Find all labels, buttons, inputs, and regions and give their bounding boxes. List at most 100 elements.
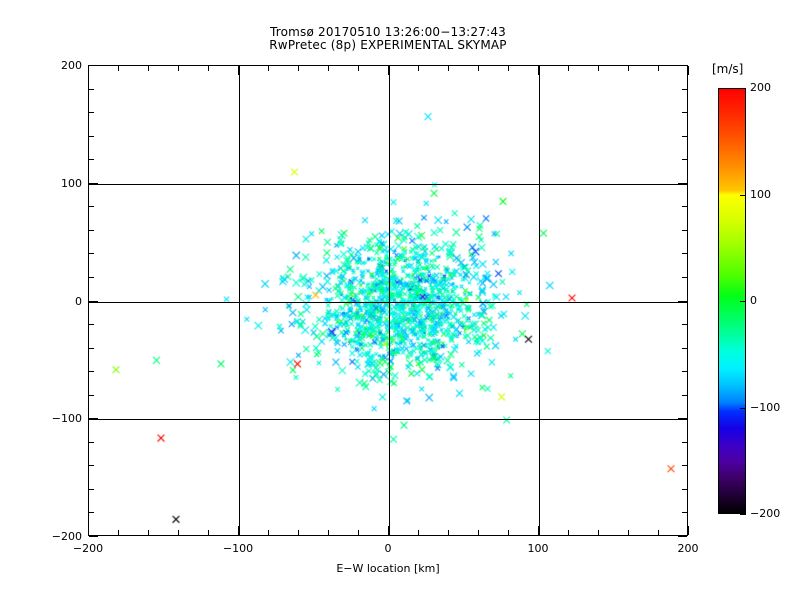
colorbar-label: [m/s]: [712, 62, 744, 76]
scatter-plot-area: [88, 65, 688, 536]
x-tick: [298, 530, 299, 535]
y-tick: [682, 348, 687, 349]
y-tick: [89, 442, 94, 443]
x-tick: [508, 530, 509, 535]
x-tick: [238, 526, 239, 535]
x-tick: [598, 530, 599, 535]
x-tick: [448, 530, 449, 535]
x-tick: [658, 66, 659, 71]
y-tick: [89, 395, 94, 396]
gridline-vertical: [539, 66, 540, 535]
y-tick: [682, 371, 687, 372]
y-tick: [89, 465, 94, 466]
y-tick: [682, 89, 687, 90]
x-tick: [358, 66, 359, 71]
x-tick: [628, 530, 629, 535]
y-tick: [89, 512, 94, 513]
y-tick: [682, 253, 687, 254]
colorbar-tick: [740, 514, 746, 515]
y-tick: [89, 371, 94, 372]
x-tick: [418, 66, 419, 71]
x-tick: [88, 66, 89, 75]
y-tick: [682, 465, 687, 466]
y-tick: [89, 136, 94, 137]
gridline-horizontal: [89, 419, 687, 420]
y-tick-label: 200: [61, 59, 82, 72]
y-tick: [682, 395, 687, 396]
x-tick: [478, 530, 479, 535]
y-tick: [89, 89, 94, 90]
y-tick: [89, 348, 94, 349]
title-line-1: Tromsø 20170510 13:26:00−13:27:43: [269, 25, 506, 39]
y-tick: [89, 301, 98, 302]
y-tick: [682, 136, 687, 137]
y-tick: [678, 183, 687, 184]
x-tick: [358, 530, 359, 535]
x-tick: [568, 530, 569, 535]
gridline-horizontal: [89, 302, 687, 303]
x-tick: [418, 530, 419, 535]
y-tick: [89, 206, 94, 207]
x-tick-label: 0: [384, 542, 392, 555]
colorbar-tick-label: −100: [750, 401, 781, 414]
x-tick: [478, 66, 479, 71]
y-tick: [682, 324, 687, 325]
x-tick: [388, 66, 389, 75]
y-tick: [682, 489, 687, 490]
x-tick: [448, 66, 449, 71]
gridline-vertical: [239, 66, 240, 535]
y-tick: [678, 536, 687, 537]
x-tick: [508, 66, 509, 71]
x-tick-label: −200: [72, 542, 104, 555]
scatter-points-layer: [89, 66, 687, 535]
y-tick: [89, 159, 94, 160]
x-tick: [178, 530, 179, 535]
y-tick: [682, 159, 687, 160]
x-tick: [178, 66, 179, 71]
y-tick: [682, 277, 687, 278]
x-tick: [88, 526, 89, 535]
x-tick-label: 200: [677, 542, 699, 555]
y-tick: [89, 277, 94, 278]
y-tick: [678, 301, 687, 302]
x-tick: [538, 66, 539, 75]
y-tick: [678, 418, 687, 419]
y-tick: [682, 230, 687, 231]
x-tick-label: −100: [222, 542, 254, 555]
y-tick: [682, 112, 687, 113]
x-tick: [268, 66, 269, 71]
colorbar-tick-label: 200: [750, 81, 771, 94]
x-tick: [118, 66, 119, 71]
y-tick: [89, 65, 98, 66]
x-tick: [208, 66, 209, 71]
x-tick: [238, 66, 239, 75]
x-tick: [118, 530, 119, 535]
colorbar-tick: [740, 88, 746, 89]
x-tick: [328, 530, 329, 535]
x-tick: [148, 66, 149, 71]
y-tick: [89, 324, 94, 325]
y-tick: [682, 512, 687, 513]
x-tick: [388, 526, 389, 535]
y-tick: [89, 418, 98, 419]
y-tick: [682, 206, 687, 207]
x-tick: [568, 66, 569, 71]
x-tick: [208, 530, 209, 535]
x-axis-label: E−W location [km]: [336, 562, 440, 575]
x-tick: [688, 526, 689, 535]
y-tick: [89, 230, 94, 231]
gridline-vertical: [389, 66, 390, 535]
y-tick: [678, 65, 687, 66]
colorbar-tick-label: 0: [750, 294, 757, 307]
colorbar-tick: [740, 301, 746, 302]
title-line-2: RwPretec (8p) EXPERIMENTAL SKYMAP: [269, 38, 507, 52]
x-tick: [298, 66, 299, 71]
x-tick: [628, 66, 629, 71]
figure-title: Tromsø 20170510 13:26:00−13:27:43 RwPret…: [88, 26, 688, 52]
x-tick: [598, 66, 599, 71]
y-tick: [89, 253, 94, 254]
y-tick: [89, 536, 98, 537]
x-tick-label: 100: [527, 542, 549, 555]
colorbar-tick: [740, 195, 746, 196]
